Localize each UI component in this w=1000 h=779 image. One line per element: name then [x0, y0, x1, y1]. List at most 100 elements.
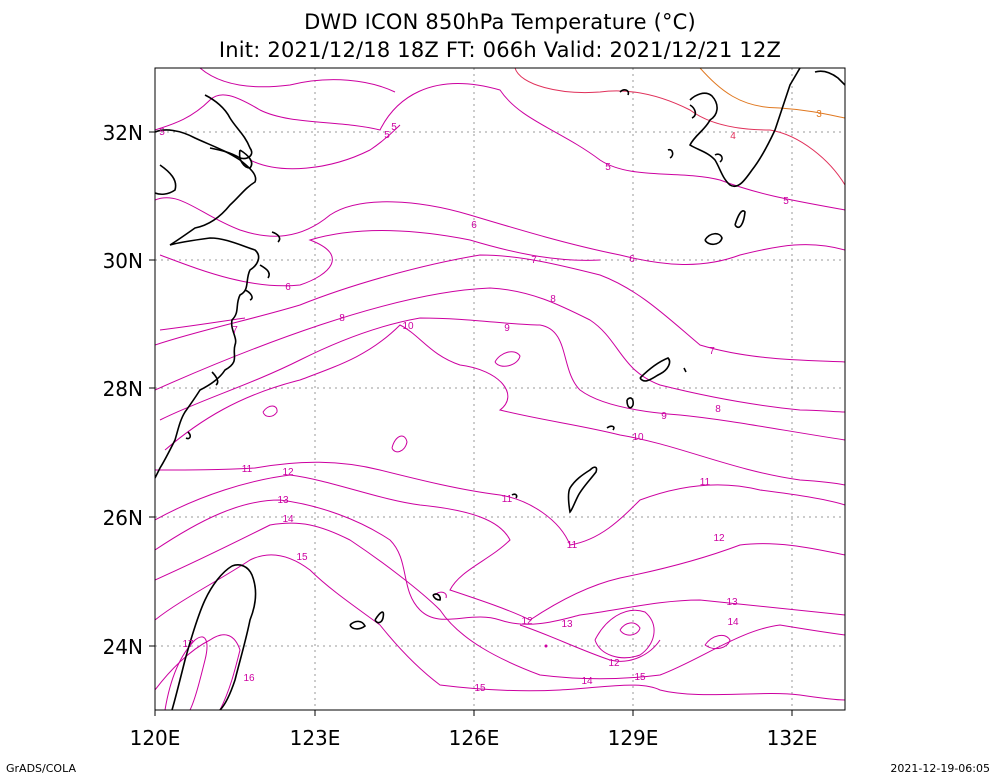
contour-label: 11: [567, 540, 578, 551]
contour-3: [699, 68, 845, 119]
contour-label: 15: [634, 672, 646, 683]
kyushu-islands: [619, 89, 723, 163]
lat-tick-labels: 32N 30N 28N 26N 24N: [103, 121, 143, 659]
contour-8: [155, 287, 845, 413]
contour-small-a: [494, 351, 521, 367]
china-coastline: [155, 129, 260, 479]
contour-17: [164, 636, 208, 710]
contour-label: 11: [502, 494, 513, 505]
axis-ticks: [149, 131, 793, 716]
contour-label: 14: [581, 676, 593, 687]
contour-label: 7: [232, 325, 238, 336]
contour-15: [155, 554, 845, 701]
contour-7b: [159, 317, 246, 331]
contour-label: 12: [521, 616, 533, 627]
lon-tick-label: 129E: [608, 726, 659, 750]
map-subtitle: Init: 2021/12/18 18Z FT: 066h Valid: 202…: [218, 38, 782, 62]
contour-label: 7: [709, 346, 715, 357]
contour-5c: [249, 124, 401, 170]
amami-coastline: [639, 357, 671, 382]
contour-15b: [619, 622, 641, 636]
contour-label: 17: [182, 639, 194, 650]
footer-credit: GrADS/COLA: [6, 762, 76, 775]
contour-label: 13: [726, 597, 738, 608]
location-marker: [544, 644, 548, 648]
lon-tick-label: 126E: [449, 726, 500, 750]
contour-label: 10: [402, 321, 414, 332]
contour-label: 12: [713, 533, 725, 544]
contour-label: 6: [285, 282, 291, 293]
korea-islands: [734, 210, 746, 229]
contour-small-c: [262, 405, 278, 417]
contour-label: 5: [391, 122, 397, 133]
contour-label: 12: [608, 658, 620, 669]
contour-label: 13: [561, 619, 573, 630]
map-title: DWD ICON 850hPa Temperature (°C): [304, 10, 696, 34]
contour-label: 5: [783, 196, 789, 207]
contour-label: 10: [632, 432, 644, 443]
contour-6b: [159, 230, 601, 287]
contour-label: 5: [605, 162, 611, 173]
lat-tick-label: 28N: [103, 377, 143, 401]
contour-label: 11: [700, 477, 711, 488]
lat-tick-label: 26N: [103, 506, 143, 530]
contour-14c: [704, 634, 731, 650]
contour-4-north: [514, 68, 845, 186]
contour-12: [155, 474, 845, 621]
ryukyu-small-islands: [511, 367, 687, 499]
lon-tick-label: 120E: [130, 726, 181, 750]
contour-6: [155, 197, 845, 265]
kyushu-coastline: [688, 68, 845, 188]
contour-10: [164, 324, 845, 486]
contour-label: 4: [730, 131, 736, 142]
contour-5: [155, 83, 845, 211]
contour-label: 9: [661, 411, 667, 422]
footer-timestamp: 2021-12-19-06:05: [890, 762, 990, 775]
contour-label: 5: [384, 130, 390, 141]
sakishima-coastline: [349, 593, 441, 630]
contour-label: 15: [474, 683, 486, 694]
contour-label: 14: [727, 617, 739, 628]
okinawa-coastline: [567, 466, 598, 514]
coastlines: [155, 68, 845, 710]
lon-tick-label: 132E: [767, 726, 818, 750]
contour-12b: [519, 624, 661, 662]
contour-label: 8: [339, 313, 345, 324]
contour-label: 8: [715, 404, 721, 415]
plot-frame: [154, 67, 846, 711]
contour-label: 3: [816, 109, 822, 120]
contour-label: 6: [629, 254, 635, 265]
taiwan-coastline: [171, 564, 257, 710]
contour-5b: [199, 68, 396, 93]
contour-label: 5: [159, 127, 165, 138]
grid-lines: [155, 68, 845, 710]
china-islands: [185, 149, 281, 440]
contour-label: 15: [296, 552, 308, 563]
lon-tick-label: 123E: [290, 726, 341, 750]
contour-11: [155, 461, 845, 546]
contour-label: 14: [282, 514, 294, 525]
contour-14: [155, 522, 845, 680]
contour-label: 11: [242, 464, 253, 475]
contour-small-b: [391, 435, 408, 453]
contour-9: [159, 317, 845, 441]
lat-tick-label: 24N: [103, 635, 143, 659]
china-coastline-north: [155, 94, 253, 196]
contour-13: [155, 499, 845, 625]
contour-7: [155, 254, 845, 363]
lat-tick-label: 30N: [103, 249, 143, 273]
contour-label: 6: [471, 220, 477, 231]
contour-label: 13: [277, 495, 289, 506]
lon-tick-labels: 120E 123E 126E 129E 132E: [130, 726, 818, 750]
contour-label: 7: [531, 255, 537, 266]
contour-label: 8: [550, 294, 556, 305]
contour-label: 16: [243, 673, 255, 684]
contour-labels: 5 5 5 5 5 3 4 6 6 6 7 7 7 8 8 8 9 9 10 1…: [159, 109, 822, 694]
jeju-coastline: [704, 232, 723, 246]
lat-tick-label: 32N: [103, 121, 143, 145]
contour-14b: [594, 609, 655, 659]
contour-label: 9: [504, 323, 510, 334]
temperature-contours: [155, 68, 845, 710]
contour-label: 12: [282, 467, 294, 478]
